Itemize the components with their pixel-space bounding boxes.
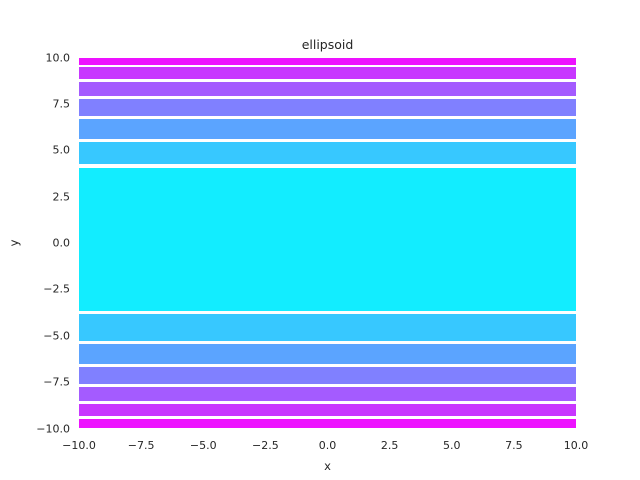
x-axis-label: x — [324, 459, 331, 473]
y-tick-label: −7.5 — [43, 375, 70, 389]
contour-band — [79, 344, 576, 364]
contour-band — [79, 67, 576, 79]
y-tick-label: 5.0 — [52, 143, 71, 157]
x-tick-label: 5.0 — [443, 438, 461, 452]
x-tick-label: 2.5 — [380, 438, 399, 452]
y-tick-label: −5.0 — [43, 329, 70, 343]
y-tick-label: 0.0 — [52, 236, 71, 250]
x-tick-label: −7.5 — [127, 438, 155, 452]
contour-band — [79, 57, 576, 65]
contour-band — [79, 99, 576, 117]
x-tick-label: −5.0 — [189, 438, 217, 452]
contour-band — [79, 404, 576, 416]
contour-band — [79, 418, 576, 429]
y-tick-label: 10.0 — [45, 51, 71, 64]
x-tick-label: −10.0 — [62, 438, 96, 452]
contour-band — [79, 366, 576, 384]
y-tick-label: −10.0 — [36, 422, 70, 435]
contour-band — [79, 386, 576, 402]
x-tick-label: 10.0 — [563, 438, 589, 452]
y-tick-label: 2.5 — [52, 190, 71, 204]
plot-area — [79, 57, 576, 429]
contour-band — [79, 81, 576, 97]
contour-band — [79, 119, 576, 139]
y-axis-label: y — [7, 239, 21, 247]
y-tick-label: 7.5 — [52, 97, 71, 111]
contour-band — [79, 167, 576, 312]
contour-band — [79, 141, 576, 165]
x-tick-label: 0.0 — [318, 438, 337, 452]
y-tick-label: −2.5 — [43, 282, 70, 296]
x-tick-label: 7.5 — [505, 438, 523, 452]
contour-band — [79, 314, 576, 342]
chart-title: ellipsoid — [301, 37, 354, 52]
x-tick-label: −2.5 — [252, 438, 279, 452]
